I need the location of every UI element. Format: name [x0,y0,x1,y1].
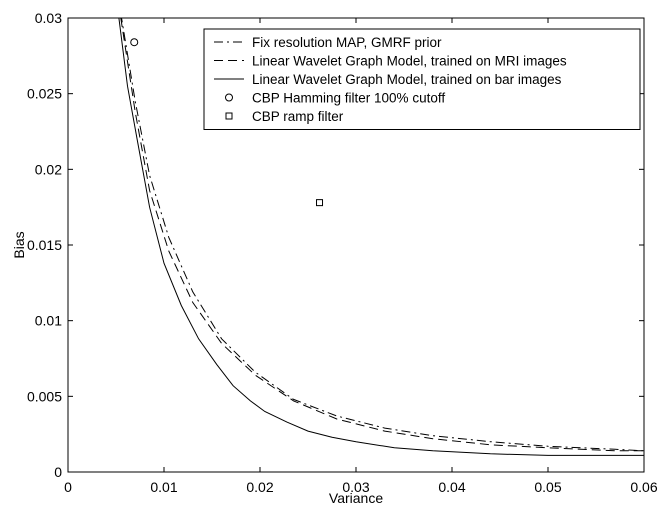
point-marker-square [316,199,324,207]
legend-entry-label: CBP ramp filter [252,109,344,124]
x-tick-label: 0.01 [150,479,177,495]
y-tick-label: 0.025 [27,86,62,102]
series-layer [118,18,644,456]
point-marker-circle [130,38,139,47]
points-layer [130,38,324,207]
series-line-3 [118,18,644,456]
y-axis-ticks: 0 0.005 0.01 0.015 0.02 0.025 0.03 [27,10,644,480]
x-tick-label: 0.02 [246,479,273,495]
x-tick-label: 0.05 [534,479,561,495]
y-tick-label: 0.01 [35,313,62,329]
y-tick-label: 0.02 [35,161,62,177]
legend-box [203,28,641,130]
x-tick-label: 0 [64,479,72,495]
series-line-1 [121,18,644,452]
legend-entry-label: CBP Hamming filter 100% cutoff [252,91,445,106]
legend: Fix resolution MAP, GMRF prior Linear Wav… [203,28,641,130]
x-axis-label: Variance [329,490,383,506]
legend-square-marker [225,112,233,120]
legend-entry-label: Fix resolution MAP, GMRF prior [252,35,442,50]
y-tick-label: 0.005 [27,388,62,404]
legend-entry-label: Linear Wavelet Graph Model, trained on b… [252,72,562,87]
x-tick-label: 0.06 [630,479,657,495]
x-tick-label: 0.03 [342,479,369,495]
legend-entry-label: Linear Wavelet Graph Model, trained on M… [252,54,567,69]
x-tick-label: 0.04 [438,479,465,495]
y-tick-label: 0 [54,464,62,480]
legend-circle-marker [225,93,233,102]
y-tick-label: 0.03 [35,10,62,26]
x-axis-ticks: 0 0.01 0.02 0.03 0.04 0.05 0.06 [64,18,658,495]
series-line-2 [120,18,644,452]
y-axis-label: Bias [11,231,27,258]
y-tick-label: 0.015 [27,237,62,253]
